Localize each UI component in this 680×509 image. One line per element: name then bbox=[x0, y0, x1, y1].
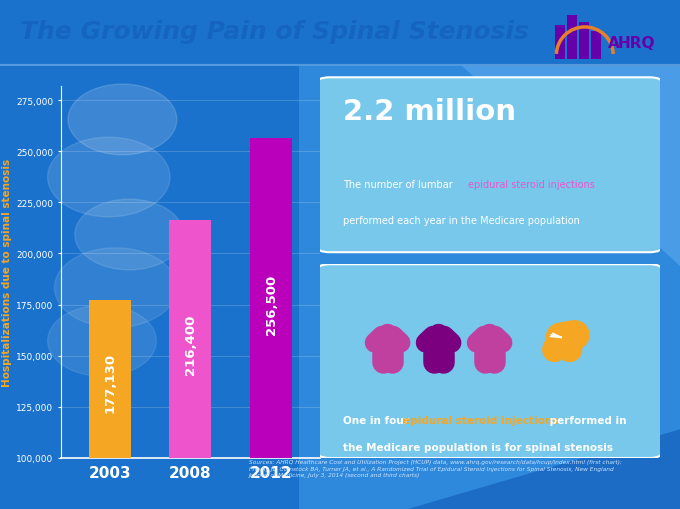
Bar bbox=[567, 15, 577, 60]
Text: 216,400: 216,400 bbox=[184, 314, 197, 374]
Circle shape bbox=[568, 328, 581, 335]
Polygon shape bbox=[462, 67, 680, 266]
Circle shape bbox=[48, 138, 170, 217]
Bar bbox=[579, 23, 589, 60]
Bar bbox=[591, 32, 600, 60]
Text: 256,500: 256,500 bbox=[265, 275, 277, 335]
FancyBboxPatch shape bbox=[316, 265, 663, 458]
Polygon shape bbox=[483, 344, 496, 353]
Text: Sources: AHRQ Healthcare Cost and Utilization Project (HCUP) data, www.ahrq.gov/: Sources: AHRQ Healthcare Cost and Utiliz… bbox=[249, 459, 622, 477]
Text: One in four: One in four bbox=[343, 415, 413, 426]
Bar bbox=[555, 26, 564, 60]
Bar bbox=[382, 332, 393, 344]
Bar bbox=[88, 301, 131, 458]
Bar bbox=[484, 332, 495, 344]
Circle shape bbox=[381, 325, 394, 332]
Text: 177,130: 177,130 bbox=[103, 353, 116, 412]
Polygon shape bbox=[381, 344, 394, 353]
FancyBboxPatch shape bbox=[316, 78, 663, 252]
Circle shape bbox=[68, 85, 177, 156]
Text: performed in: performed in bbox=[546, 415, 626, 426]
Circle shape bbox=[483, 325, 496, 332]
Circle shape bbox=[432, 325, 445, 332]
Bar bbox=[433, 332, 444, 344]
Text: The number of lumbar: The number of lumbar bbox=[343, 180, 456, 190]
Text: 2.2 million: 2.2 million bbox=[343, 98, 516, 126]
Polygon shape bbox=[432, 344, 445, 353]
Circle shape bbox=[75, 200, 184, 270]
Circle shape bbox=[48, 306, 156, 377]
Polygon shape bbox=[299, 430, 680, 509]
Text: A: A bbox=[608, 36, 619, 51]
Text: epidural steroid injections: epidural steroid injections bbox=[403, 415, 558, 426]
Text: performed each year in the Medicare population: performed each year in the Medicare popu… bbox=[343, 215, 580, 225]
Text: epidural steroid injections: epidural steroid injections bbox=[468, 180, 594, 190]
Circle shape bbox=[54, 248, 177, 328]
Bar bbox=[250, 138, 292, 458]
Polygon shape bbox=[299, 67, 680, 509]
Text: the Medicare population is for spinal stenosis: the Medicare population is for spinal st… bbox=[343, 443, 613, 453]
Text: HRQ: HRQ bbox=[617, 36, 656, 51]
Text: The Growing Pain of Spinal Stenosis: The Growing Pain of Spinal Stenosis bbox=[20, 20, 529, 44]
Bar bbox=[169, 220, 211, 458]
Y-axis label: Hospitalizations due to spinal stenosis: Hospitalizations due to spinal stenosis bbox=[2, 158, 12, 386]
